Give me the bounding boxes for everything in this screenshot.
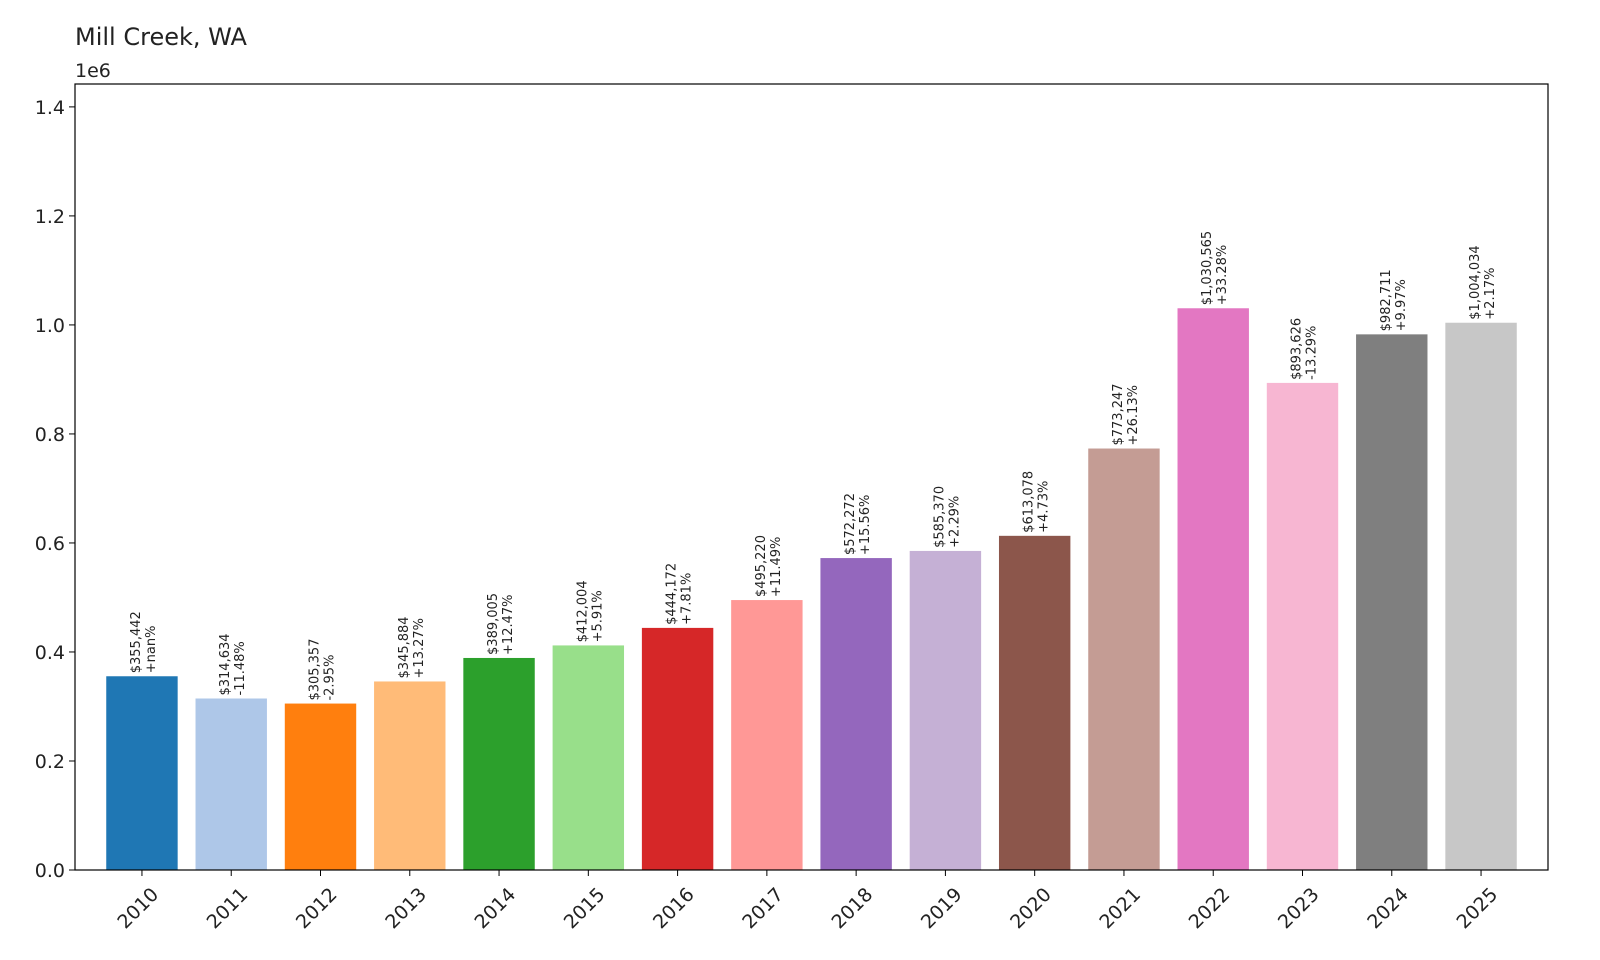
bar-2025 xyxy=(1445,322,1517,871)
bars-group xyxy=(106,308,1517,871)
bar-labels-group: $355,442+nan% $314,634-11.48% $305,357-2.9… xyxy=(129,231,1498,701)
bar-data-label-2021: $773,247+26.13% xyxy=(1111,383,1141,445)
bar-2022 xyxy=(1177,308,1249,871)
bar-data-label-2025: $1,004,034+2.17% xyxy=(1468,245,1498,319)
x-tick-label-2024: 2024 xyxy=(1363,884,1413,934)
bar-change-label: +7.81% xyxy=(680,573,695,625)
bar-value-label: $893,626 xyxy=(1290,318,1305,380)
plot-frame xyxy=(74,83,1549,871)
bar-data-label-2012: $305,357-2.95% xyxy=(308,639,338,701)
bar-2018 xyxy=(820,558,892,870)
bar-value-label: $1,004,034 xyxy=(1468,245,1483,319)
bar-2010 xyxy=(106,676,178,870)
bar-value-label: $314,634 xyxy=(218,633,233,695)
y-tick-label: 0.0 xyxy=(35,860,65,882)
bar-data-label-2022: $1,030,565+33.28% xyxy=(1200,231,1230,305)
bar-data-label-2017: $495,220+11.49% xyxy=(754,535,784,597)
x-tick-label-2016: 2016 xyxy=(649,884,699,934)
bar-change-label: +15.56% xyxy=(858,495,873,555)
x-tick-label-2020: 2020 xyxy=(1006,884,1056,934)
bar-change-label: -11.48% xyxy=(233,641,248,695)
bar-value-label: $1,030,565 xyxy=(1200,231,1215,305)
y-tick-label: 1.0 xyxy=(35,315,65,337)
bar-value-label: $412,004 xyxy=(575,580,590,642)
bar-2014 xyxy=(463,657,535,870)
bar-2013 xyxy=(374,681,446,870)
y-tick-label: 0.2 xyxy=(35,751,65,773)
bar-change-label: +5.91% xyxy=(590,590,605,642)
bar-2020 xyxy=(998,535,1071,870)
bar-value-label: $495,220 xyxy=(754,535,769,597)
bar-data-label-2024: $982,711+9.97% xyxy=(1379,269,1409,331)
bar-2023 xyxy=(1266,382,1339,870)
bar-2016 xyxy=(641,627,714,870)
bar-value-label: $572,272 xyxy=(843,493,858,555)
bar-2019 xyxy=(909,550,982,870)
x-tick-label-2019: 2019 xyxy=(917,884,967,934)
y-tick-label: 0.8 xyxy=(35,424,65,446)
x-tick-label-2010: 2010 xyxy=(113,884,163,934)
bar-2015 xyxy=(552,645,625,870)
x-tick-label-2021: 2021 xyxy=(1095,884,1145,934)
bar-value-label: $444,172 xyxy=(665,563,680,625)
bar-data-label-2016: $444,172+7.81% xyxy=(665,563,695,625)
bar-change-label: -2.95% xyxy=(323,655,338,701)
bar-data-label-2014: $389,005+12.47% xyxy=(486,593,516,655)
bar-2011 xyxy=(195,698,267,870)
x-tick-label-2017: 2017 xyxy=(738,884,788,934)
bar-data-label-2020: $613,078+4.73% xyxy=(1022,471,1052,533)
bar-value-label: $389,005 xyxy=(486,593,501,655)
bar-value-label: $585,370 xyxy=(932,486,947,548)
y-axis-offset-label: 1e6 xyxy=(75,60,111,82)
x-tick-label-2015: 2015 xyxy=(560,884,610,934)
bar-change-label: +11.49% xyxy=(769,537,784,597)
bar-data-label-2010: $355,442+nan% xyxy=(129,611,159,673)
x-tick-label-2014: 2014 xyxy=(470,884,520,934)
x-tick-label-2012: 2012 xyxy=(292,884,342,934)
bar-data-label-2019: $585,370+2.29% xyxy=(932,486,962,548)
bar-change-label: +2.17% xyxy=(1483,268,1498,320)
y-axis: 0.0 0.2 0.4 0.6 0.8 1.0 1.2 1.4 xyxy=(35,97,75,882)
bar-change-label: +nan% xyxy=(144,626,159,674)
bar-change-label: +9.97% xyxy=(1394,279,1409,331)
bar-change-label: +12.47% xyxy=(501,594,516,654)
y-tick-label: 1.2 xyxy=(35,206,65,228)
bar-value-label: $613,078 xyxy=(1022,471,1037,533)
bar-data-label-2015: $412,004+5.91% xyxy=(575,580,605,642)
bar-value-label: $345,884 xyxy=(397,616,412,678)
x-tick-label-2013: 2013 xyxy=(381,884,431,934)
bar-change-label: +26.13% xyxy=(1126,385,1141,445)
bar-2017 xyxy=(731,600,803,870)
bar-change-label: +13.27% xyxy=(412,618,427,678)
bar-2024 xyxy=(1356,334,1428,870)
x-tick-label-2011: 2011 xyxy=(203,884,253,934)
bar-value-label: $355,442 xyxy=(129,611,144,673)
x-tick-label-2025: 2025 xyxy=(1452,884,1502,934)
bar-data-label-2023: $893,626-13.29% xyxy=(1290,318,1320,380)
bar-change-label: +33.28% xyxy=(1215,245,1230,305)
bar-data-label-2013: $345,884+13.27% xyxy=(397,616,427,678)
x-tick-label-2018: 2018 xyxy=(828,884,878,934)
bar-value-label: $305,357 xyxy=(308,639,323,701)
bar-2021 xyxy=(1088,448,1160,870)
bar-data-label-2011: $314,634-11.48% xyxy=(218,633,248,695)
bar-data-label-2018: $572,272+15.56% xyxy=(843,493,873,555)
bar-value-label: $982,711 xyxy=(1379,269,1394,331)
bar-2012 xyxy=(284,703,357,870)
y-tick-label: 0.6 xyxy=(35,533,65,555)
x-axis: 2010 2011 2012 2013 2014 2015 2016 2017 2018 2019… xyxy=(113,870,1502,933)
y-tick-label: 1.4 xyxy=(35,97,65,119)
x-tick-label-2023: 2023 xyxy=(1274,884,1324,934)
chart-title: Mill Creek, WA xyxy=(75,23,248,51)
bar-value-label: $773,247 xyxy=(1111,383,1126,445)
bar-change-label: +2.29% xyxy=(947,496,962,548)
x-tick-label-2022: 2022 xyxy=(1185,884,1235,934)
y-tick-label: 0.4 xyxy=(35,642,65,664)
bar-change-label: +4.73% xyxy=(1037,481,1052,533)
bar-change-label: -13.29% xyxy=(1305,326,1320,380)
